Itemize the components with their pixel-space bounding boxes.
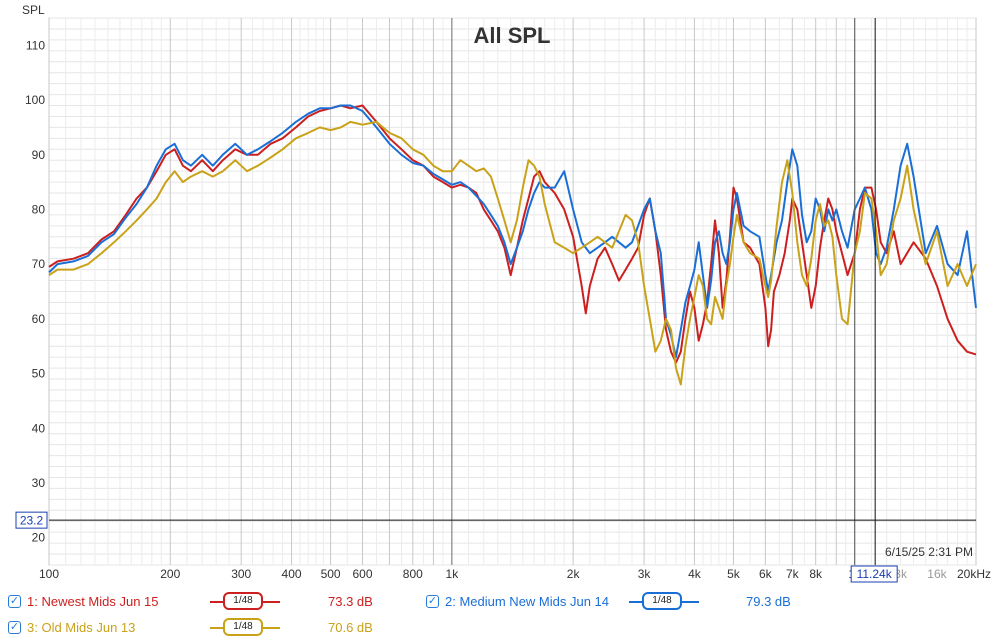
cursor-y-label: 23.2 xyxy=(20,514,44,528)
legend-label-medium: 2: Medium New Mids Jun 14 xyxy=(445,594,610,609)
x-tick-label: 200 xyxy=(160,567,180,581)
legend-value-newest: 73.3 dB xyxy=(328,594,373,609)
legend-value-medium: 79.3 dB xyxy=(746,594,791,609)
legend-label-newest: 1: Newest Mids Jun 15 xyxy=(27,594,159,609)
x-tick-label: 20kHz xyxy=(957,567,991,581)
series-line-3 xyxy=(48,120,977,386)
smoothing-badge-old[interactable]: 1/48 xyxy=(210,617,280,639)
x-tick-label: 6k xyxy=(759,567,773,581)
legend-row-2: ✓ 3: Old Mids Jun 13 1/48 70.6 dB xyxy=(0,617,1000,639)
smoothing-badge-newest[interactable]: 1/48 xyxy=(210,591,280,613)
x-tick-label: 600 xyxy=(352,567,372,581)
x-tick-label: 800 xyxy=(403,567,423,581)
cursor-y-box xyxy=(15,511,48,529)
legend-item-newest[interactable]: ✓ 1: Newest Mids Jun 15 xyxy=(8,594,159,609)
x-tick-label: 400 xyxy=(282,567,302,581)
y-tick-label: 80 xyxy=(32,202,46,216)
y-tick-label: 90 xyxy=(32,148,46,162)
x-tick-label: 8k xyxy=(809,567,823,581)
checkbox-icon[interactable]: ✓ xyxy=(426,595,439,608)
y-tick-label: 40 xyxy=(32,421,46,435)
chart-title: All SPL xyxy=(473,23,550,48)
spl-chart: 20 30 40 50 60 70 80 90 100 110 SPL 100 200 300 400 500… xyxy=(15,3,991,583)
smoothing-badge-medium[interactable]: 1/48 xyxy=(629,591,699,613)
legend-row-1: ✓ 1: Newest Mids Jun 15 1/48 73.3 dB ✓ 2… xyxy=(0,591,1000,613)
y-tick-label: 50 xyxy=(32,367,46,381)
smoothing-value: 1/48 xyxy=(223,592,263,610)
y-tick-label: 60 xyxy=(32,312,46,326)
smoothing-value: 1/48 xyxy=(642,592,682,610)
legend-label-old: 3: Old Mids Jun 13 xyxy=(27,620,136,635)
cursor-x-box xyxy=(850,565,898,583)
cursor-x-label: 11.24k xyxy=(857,567,893,581)
x-tick-label: 7k xyxy=(786,567,800,581)
x-tick-label: 100 xyxy=(39,567,59,581)
x-tick-label: 500 xyxy=(321,567,341,581)
y-tick-label: 70 xyxy=(32,257,46,271)
checkbox-icon[interactable]: ✓ xyxy=(8,595,21,608)
timestamp: 6/15/25 2:31 PM xyxy=(885,545,973,559)
x-tick-label: 300 xyxy=(231,567,251,581)
x-tick-label: 1k xyxy=(446,567,460,581)
x-tick-label: 4k xyxy=(688,567,702,581)
x-tick-label: 3k xyxy=(894,567,908,581)
legend-value-old: 70.6 dB xyxy=(328,620,373,635)
x-tick-label: 16k xyxy=(927,567,947,581)
smoothing-value: 1/48 xyxy=(223,618,263,636)
x-tick-label: 3k xyxy=(638,567,652,581)
x-tick-label: 5k xyxy=(727,567,741,581)
y-tick-label: 30 xyxy=(32,476,46,490)
y-tick-label: 100 xyxy=(25,93,45,107)
series-line-1 xyxy=(48,104,977,364)
y-tick-label: 110 xyxy=(26,38,45,52)
x-tick-label: 2k xyxy=(567,567,581,581)
legend-item-old[interactable]: ✓ 3: Old Mids Jun 13 xyxy=(8,620,135,635)
y-tick-label: 20 xyxy=(32,531,46,545)
legend-item-medium[interactable]: ✓ 2: Medium New Mids Jun 14 xyxy=(426,594,609,609)
checkbox-icon[interactable]: ✓ xyxy=(8,621,21,634)
y-axis-label: SPL xyxy=(22,3,45,17)
